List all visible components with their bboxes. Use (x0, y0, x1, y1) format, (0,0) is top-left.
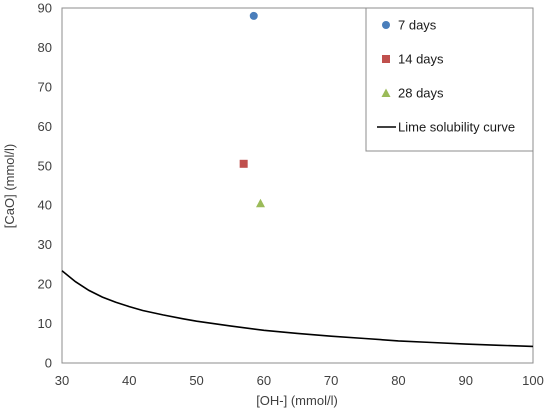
x-tick-labels: 30 40 50 60 70 80 90 100 (55, 373, 544, 388)
legend-marker (381, 88, 391, 97)
legend-marker (382, 55, 390, 63)
x-tick-label: 30 (55, 373, 69, 388)
y-tick-label: 90 (38, 1, 52, 16)
plot-area (61, 7, 534, 364)
y-tick-label: 80 (38, 40, 52, 55)
legend-label: 14 days (398, 52, 444, 67)
lime-solubility-curve (61, 270, 534, 348)
y-tick-label: 50 (38, 158, 52, 173)
data-point (255, 198, 265, 208)
data-point (249, 11, 258, 20)
y-tick-label: 30 (38, 237, 52, 252)
x-tick-label: 70 (324, 373, 338, 388)
curve-layer (61, 270, 534, 348)
legend-items: 7 days 14 days 28 days Lime solubility curv… (377, 18, 515, 135)
y-tick-label: 0 (45, 356, 52, 371)
y-axis-label: [CaO] (mmol/l) (2, 144, 17, 229)
x-tick-label: 90 (458, 373, 472, 388)
y-tick-label: 70 (38, 79, 52, 94)
x-tick-label: 40 (122, 373, 136, 388)
x-tick-label: 60 (257, 373, 271, 388)
x-tick-label: 100 (522, 373, 544, 388)
y-tick-label: 10 (38, 316, 52, 331)
legend-label: 7 days (398, 18, 437, 33)
x-tick-label: 50 (189, 373, 203, 388)
legend-label: 28 days (398, 86, 444, 101)
x-tick-label: 80 (391, 373, 405, 388)
x-axis-label: [OH-] (mmol/l) (256, 393, 338, 408)
y-tick-label: 20 (38, 277, 52, 292)
legend-marker (382, 21, 390, 29)
legend-label: Lime solubility curve (398, 120, 515, 135)
y-tick-label: 60 (38, 119, 52, 134)
y-tick-label: 40 (38, 198, 52, 213)
data-point (239, 159, 248, 168)
y-tick-labels: 0 10 20 30 40 50 60 70 80 90 (38, 1, 52, 371)
marker-layer (239, 11, 265, 208)
legend: 7 days 14 days 28 days Lime solubility curv… (365, 7, 534, 152)
